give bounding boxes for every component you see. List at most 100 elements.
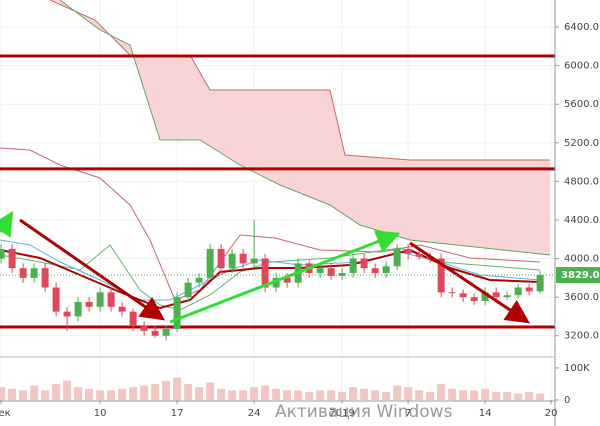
candle-body [107, 292, 115, 307]
candle-body [173, 297, 181, 329]
y-tick-label: 4000.0 [564, 254, 599, 265]
candle-body [514, 287, 522, 296]
volume-bar [448, 388, 457, 400]
volume-bar [206, 382, 215, 400]
volume-bar [283, 390, 292, 400]
volume-bar [536, 393, 545, 400]
volume-bar [96, 390, 105, 400]
x-tick-label: 10 [94, 408, 107, 419]
volume-bar [217, 388, 226, 400]
candle-body [96, 292, 104, 307]
candle-body [52, 287, 60, 312]
volume-bar [349, 387, 358, 400]
candle-body [360, 258, 368, 269]
candle-body [283, 277, 291, 283]
volume-pane [0, 377, 545, 400]
candle-body [525, 287, 533, 292]
candle-body [140, 326, 148, 331]
last-price-box [556, 267, 600, 284]
candle-body [8, 248, 16, 269]
y-tick-label: 3200.0 [564, 331, 599, 342]
candle-body [470, 297, 478, 302]
x-tick-label: 17 [171, 408, 184, 419]
volume-bar [459, 390, 468, 400]
volume-bar [261, 385, 270, 400]
volume-bar [382, 391, 391, 400]
volume-bar [492, 391, 501, 400]
candle-body [327, 268, 335, 276]
candle-body [74, 301, 82, 317]
candle-body [206, 248, 214, 278]
volume-tick-label: 0 [564, 395, 570, 406]
y-tick-label: 3600.0 [564, 292, 599, 303]
trend-arrow [409, 241, 530, 324]
volume-bar [426, 391, 435, 400]
candle-body [184, 282, 192, 298]
x-tick-label: 2019 [329, 408, 354, 419]
candle-body [151, 330, 159, 336]
volume-bar [41, 390, 50, 400]
candle-body [19, 268, 27, 278]
y-tick-label: 5200.0 [564, 138, 599, 149]
candle-body [217, 248, 225, 269]
x-tick-label: 14 [479, 408, 492, 419]
candle-body [415, 253, 423, 257]
volume-bar [19, 390, 28, 400]
volume-bar [173, 377, 182, 400]
volume-bar [195, 387, 204, 400]
cloud-edge [49, 0, 550, 161]
trend-arrow [169, 230, 401, 324]
y-tick-label: 6400.0 [564, 22, 599, 33]
volume-bar [8, 388, 17, 400]
candle-body [316, 268, 324, 274]
candle-body [85, 301, 93, 307]
ichimoku-cloud [50, 0, 550, 255]
candle-body [162, 328, 170, 336]
candle-body [382, 266, 390, 274]
volume-bar [470, 390, 479, 400]
volume-bar [85, 388, 94, 400]
candle-body [30, 268, 38, 278]
volume-bar [272, 388, 281, 400]
candle-body [448, 292, 456, 294]
volume-bar [74, 387, 83, 400]
volume-tick-label: 100K [564, 363, 590, 374]
trend-arrow [19, 218, 165, 321]
volume-bar [437, 383, 446, 400]
levels [0, 54, 555, 329]
candles [0, 219, 544, 341]
volume-bar [393, 385, 402, 400]
volume-bar [327, 390, 336, 400]
volume-bar [371, 390, 380, 400]
candle-body [41, 268, 49, 288]
volume-bar [107, 390, 116, 400]
candle-body [261, 258, 269, 288]
candle-body [503, 295, 511, 298]
candle-body [195, 277, 203, 283]
candle-body [338, 273, 346, 276]
volume-bar [338, 391, 347, 400]
candle-body [250, 258, 258, 264]
candle-body [349, 258, 357, 274]
volume-bar [228, 390, 237, 400]
candle-body [481, 292, 489, 302]
axes: 3200.0 3600.0 4000.0 4400.0 4800.0 5200.0 5600… [0, 22, 600, 419]
volume-bar [184, 383, 193, 400]
volume-bar [294, 390, 303, 400]
candle-body [459, 293, 467, 298]
volume-bar [503, 391, 512, 400]
candle-body [63, 311, 71, 317]
trend-arrow [0, 210, 14, 238]
volume-bar [415, 390, 424, 400]
volume-bar [525, 391, 534, 400]
cloud-edge [59, 0, 551, 256]
candle-body [492, 292, 500, 298]
volume-bar [129, 387, 138, 400]
candle-body [118, 306, 126, 312]
x-tick-label: 20 [545, 408, 558, 419]
last-price-label: 3829.0 [561, 270, 600, 281]
candle-body [404, 248, 412, 254]
volume-bar [481, 388, 490, 400]
volume-bar [250, 387, 259, 400]
